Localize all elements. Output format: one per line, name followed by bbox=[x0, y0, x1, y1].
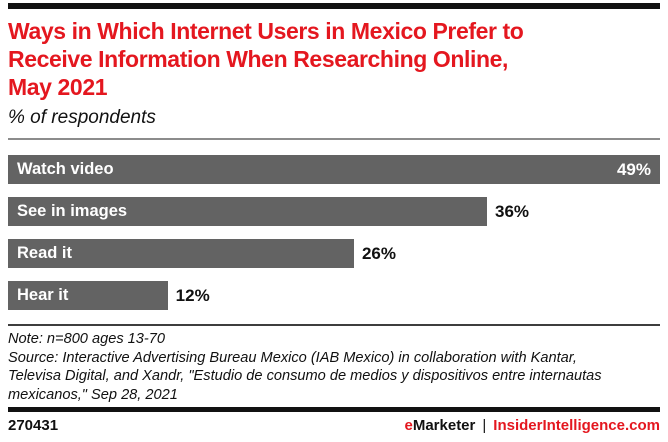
bar-see-in-images: See in images bbox=[8, 197, 488, 226]
bar-category-label: Watch video bbox=[17, 160, 114, 178]
chart-title-line-1: Ways in Which Internet Users in Mexico P… bbox=[8, 18, 524, 44]
bar-read-it: Read it bbox=[8, 239, 354, 268]
bar-row-read-it: Read it 26% bbox=[8, 239, 660, 268]
source-text: Source: Interactive Advertising Bureau M… bbox=[8, 349, 602, 403]
bar-row-watch-video: Watch video 49% bbox=[8, 155, 660, 184]
bar-row-see-in-images: See in images 36% bbox=[8, 197, 660, 226]
notes-block: Note: n=800 ages 13-70 Source: Interacti… bbox=[8, 330, 660, 404]
insider-intelligence-link[interactable]: InsiderIntelligence.com bbox=[493, 417, 660, 434]
chart-title-line-3: May 2021 bbox=[8, 74, 108, 100]
bar-value-label: 26% bbox=[361, 243, 396, 263]
bar-hear-it: Hear it bbox=[8, 281, 168, 310]
brand-separator: | bbox=[482, 417, 487, 434]
note-text: Note: n=800 ages 13-70 bbox=[8, 331, 166, 347]
chart-subtitle: % of respondents bbox=[8, 107, 156, 128]
brand-lockup: eMarketer | InsiderIntelligence.com bbox=[404, 417, 660, 434]
subtitle-divider bbox=[8, 138, 660, 140]
footer-bar: 270431 eMarketer | InsiderIntelligence.com bbox=[8, 417, 660, 434]
notes-divider bbox=[8, 324, 660, 326]
bar-value-label: 12% bbox=[175, 285, 210, 305]
chart-id: 270431 bbox=[8, 417, 59, 434]
chart-title-line-2: Receive Information When Researching Onl… bbox=[8, 46, 509, 72]
bar-value-label: 49% bbox=[616, 159, 651, 179]
chart-title: Ways in Which Internet Users in Mexico P… bbox=[8, 17, 660, 101]
emarketer-logo-rest: Marketer bbox=[412, 417, 476, 434]
emarketer-logo-e: e bbox=[404, 417, 413, 434]
bar-category-label: See in images bbox=[17, 202, 128, 220]
footer-divider bbox=[8, 407, 660, 412]
bar-category-label: Hear it bbox=[17, 286, 69, 304]
bar-category-label: Read it bbox=[17, 244, 73, 262]
bar-value-label: 36% bbox=[495, 201, 530, 221]
bar-watch-video: Watch video 49% bbox=[8, 155, 660, 184]
top-divider bbox=[8, 3, 660, 9]
bar-chart: Watch video 49% See in images 36% Read i… bbox=[8, 155, 660, 310]
bar-row-hear-it: Hear it 12% bbox=[8, 281, 660, 310]
